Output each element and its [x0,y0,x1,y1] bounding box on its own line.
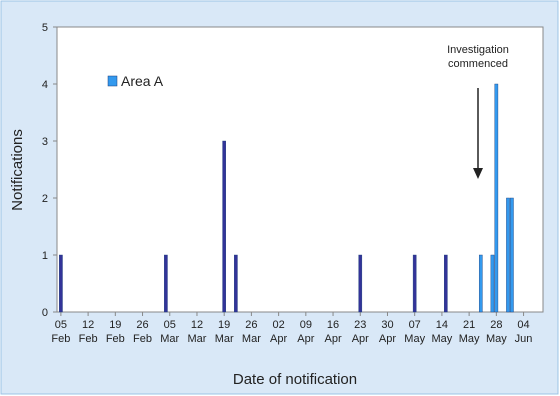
x-tick-label: 26 Mar [242,319,261,345]
bar [510,197,514,313]
bar [478,254,483,313]
legend-swatch [107,75,118,87]
annotation-arrowhead [473,168,483,179]
bar [506,197,510,313]
bar [164,254,168,313]
y-tick-label: 3 [42,136,48,148]
x-tick-label: 05 Mar [160,319,179,345]
bar [494,83,499,313]
x-tick-label: 16 Apr [324,319,341,345]
x-tick-label: 19 Feb [106,319,125,345]
x-axis-label: Date of notification [233,371,357,388]
x-tick-label: 19 Mar [215,319,234,345]
annotation: Investigation commenced [447,44,509,70]
y-tick-label: 2 [42,193,48,205]
x-tick-label: 12 Feb [79,319,98,345]
y-tick-label: 5 [42,22,48,34]
x-tick-label: 23 Apr [352,319,369,345]
bar [234,254,238,313]
legend-label: Area A [121,73,164,89]
x-tick-label: 14 May [432,319,453,345]
y-axis-label: Notifications [9,129,26,211]
x-tick-label: 05 Feb [51,319,70,345]
bar [222,140,226,313]
y-tick-label: 0 [42,307,48,319]
x-tick-label: 30 Apr [379,319,396,345]
plot-area [56,26,544,313]
y-tick-label: 1 [42,250,48,262]
bar [358,254,363,313]
x-tick-label: 26 Feb [133,319,152,345]
x-tick-label: 04 Jun [515,319,533,345]
bar [412,254,417,313]
x-tick-label: 21 May [459,319,480,345]
x-tick-label: 09 Apr [297,319,314,345]
bar [490,254,495,313]
x-tick-label: 28 May [486,319,507,345]
x-tick-label: 12 Mar [187,319,206,345]
x-tick-label: 02 Apr [270,319,287,345]
x-tick-label: 07 May [404,319,425,345]
bar [59,254,63,313]
y-tick-label: 4 [42,79,48,91]
bar [444,254,448,313]
